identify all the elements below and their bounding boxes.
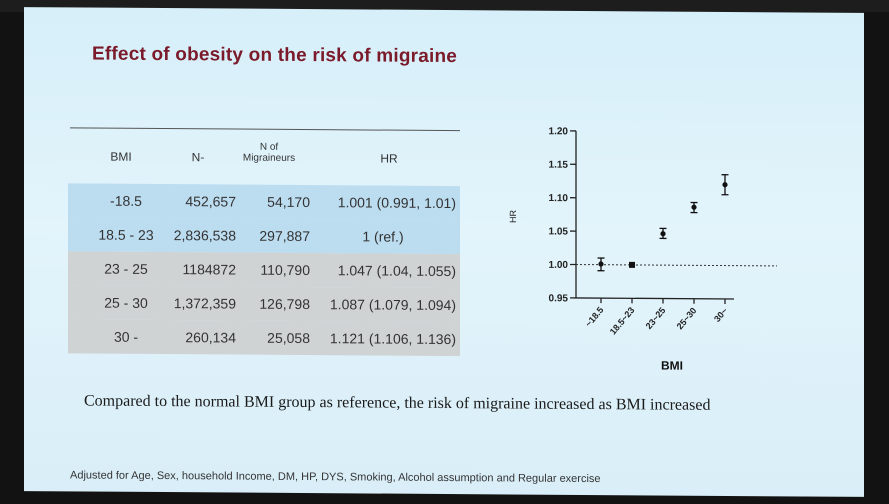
header-migraineurs: N of Migraineurs xyxy=(229,141,309,164)
y-tick-label: 1.20 xyxy=(549,126,569,137)
x-tick-label: 30~ xyxy=(712,306,729,324)
cell-migraineurs: 25,058 xyxy=(267,329,310,347)
slide-footnote: Adjusted for Age, Sex, household Income,… xyxy=(70,469,601,486)
cell-bmi: 30 - xyxy=(113,328,139,345)
y-tick-label: 1.05 xyxy=(549,226,569,237)
cell-n: 1184872 xyxy=(182,261,236,278)
slide-title: Effect of obesity on the risk of migrain… xyxy=(92,43,458,68)
table-row: 18.5 - 23 2,836,538 297,887 1 (ref.) xyxy=(68,217,460,255)
table-row: 25 - 30 1,372,359 126,798 1.087 (1.079, … xyxy=(68,285,460,323)
table-row: -18.5 452,657 54,170 1.001 (0.991, 1.01) xyxy=(68,183,460,221)
x-tick-label: 23~25 xyxy=(644,305,668,331)
hr-chart: HR 0.95 1.00 1.05 1.10 1.15 1.20 ~18.5 18.5~23… xyxy=(508,126,777,373)
cell-migraineurs: 126,798 xyxy=(259,295,310,313)
data-point xyxy=(598,261,604,267)
cell-migraineurs: 110,790 xyxy=(260,261,310,279)
cell-hr: 1 (ref.) xyxy=(362,228,404,245)
header-bmi: BMI xyxy=(110,149,132,164)
y-tick-label: 1.00 xyxy=(549,260,569,271)
cell-n: 452,657 xyxy=(185,193,236,210)
cell-migraineurs: 54,170 xyxy=(267,193,310,211)
slide-caption: Compared to the normal BMI group as refe… xyxy=(84,392,711,414)
cell-bmi: 25 - 30 xyxy=(104,294,148,311)
x-tick-label: 25~30 xyxy=(675,306,699,332)
slide: Effect of obesity on the risk of migrain… xyxy=(24,7,864,497)
data-point xyxy=(722,182,728,188)
header-n: N- xyxy=(191,150,205,165)
table-top-rule xyxy=(70,127,460,132)
hr-table: -18.5 452,657 54,170 1.001 (0.991, 1.01)… xyxy=(68,183,460,357)
data-point xyxy=(691,204,697,210)
data-point xyxy=(660,231,666,237)
reference-line xyxy=(576,264,777,267)
cell-hr: 1.001 (0.991, 1.01) xyxy=(337,194,456,212)
cell-n: 1,372,359 xyxy=(173,295,236,312)
cell-hr: 1.047 (1.04, 1.055) xyxy=(337,262,456,280)
header-hr: HR xyxy=(380,151,398,166)
table-row: 23 - 25 1184872 110,790 1.047 (1.04, 1.0… xyxy=(68,251,460,289)
cell-bmi: 23 - 25 xyxy=(104,260,148,277)
y-tick-label: 1.10 xyxy=(549,193,569,204)
cell-hr: 1.121 (1.106, 1.136) xyxy=(329,330,456,348)
cell-migraineurs: 297,887 xyxy=(259,227,310,245)
cell-bmi: 18.5 - 23 xyxy=(98,226,154,243)
y-tick-label: 0.95 xyxy=(549,293,569,304)
cell-n: 2,836,538 xyxy=(173,227,236,244)
cell-n: 260,134 xyxy=(185,329,236,346)
reference-point xyxy=(629,261,635,268)
header-migraineurs-line1: N of xyxy=(259,141,279,153)
x-tick-label: 18.5~23 xyxy=(608,305,637,336)
header-migraineurs-line2: Migraineurs xyxy=(242,152,296,164)
x-axis-line xyxy=(576,297,734,300)
cell-bmi: -18.5 xyxy=(110,192,142,209)
x-tick-label: ~18.5 xyxy=(583,305,605,329)
table-row: 30 - 260,134 25,058 1.121 (1.106, 1.136) xyxy=(68,319,460,357)
cell-hr: 1.087 (1.079, 1.094) xyxy=(329,296,456,314)
y-tick-label: 1.15 xyxy=(549,160,569,171)
y-axis-label: HR xyxy=(508,209,518,223)
x-axis-label: BMI xyxy=(661,359,683,373)
